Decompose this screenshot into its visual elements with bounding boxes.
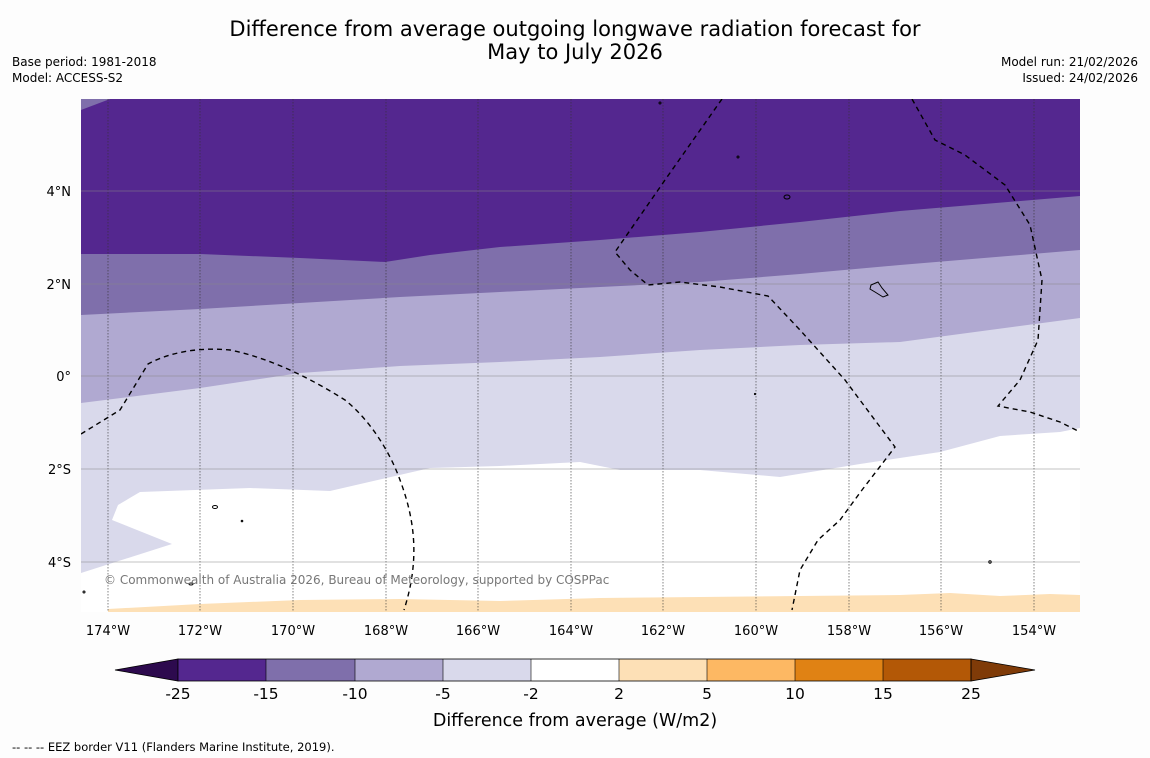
colorbar-bin — [355, 659, 443, 681]
eez-border-line-islands-east — [911, 99, 1080, 433]
lon-tick-labels: 174°W 172°W 170°W 168°W 166°W 164°W 162°… — [86, 624, 1056, 639]
colorbar-dividers — [265, 659, 884, 681]
colorbar-tick-label: 2 — [614, 685, 624, 703]
lon-tick-label: 170°W — [271, 624, 315, 639]
colorbar-tick-label: 5 — [702, 685, 712, 703]
lat-tick-label: 2°S — [48, 463, 71, 478]
eez-legend-footer: -- -- -- EEZ border V11 (Flanders Marine… — [12, 740, 335, 754]
colorbar-bin — [443, 659, 531, 681]
lon-tick-label: 172°W — [178, 624, 222, 639]
colorbar-tick-label: -10 — [342, 685, 367, 703]
lon-tick-label: 174°W — [86, 624, 130, 639]
lon-tick-label: 160°W — [734, 624, 778, 639]
band-minus25-minus15 — [81, 99, 1080, 262]
band-minus15-minus10-corner — [81, 99, 110, 110]
graticule — [107, 99, 1035, 612]
map-plot-area: © Commonwealth of Australia 2026, Bureau… — [81, 99, 1080, 612]
lat-tick-labels: 4°N 2°N 0° 2°S 4°S — [47, 185, 72, 571]
model-name: Model: ACCESS-S2 — [12, 70, 124, 85]
colorbar-tick-label: 15 — [873, 685, 893, 703]
lat-tick-label: 2°N — [47, 278, 72, 293]
colorbar-extend-high — [970, 658, 1036, 682]
colorbar-bin — [619, 659, 707, 681]
colorbar-bin — [266, 659, 355, 681]
eez-border-line-islands-west — [614, 99, 896, 611]
lon-tick-label: 168°W — [364, 624, 408, 639]
colorbar-bin — [707, 659, 795, 681]
colorbar-tick-label: -2 — [523, 685, 538, 703]
colorbar-tick-label: 10 — [785, 685, 805, 703]
colorbar: -25 -15 -10 -5 -2 2 5 10 15 25 Differenc… — [114, 658, 1036, 731]
model-run: Model run: 21/02/2026 — [1000, 55, 1138, 69]
colorbar-tick-label: -5 — [435, 685, 450, 703]
lat-tick-label: 4°N — [47, 185, 72, 200]
colorbar-bin — [178, 659, 266, 681]
lon-tick-label: 166°W — [456, 624, 500, 639]
eez-borders — [81, 99, 1080, 611]
lon-tick-label: 154°W — [1012, 624, 1056, 639]
colorbar-extend-low — [114, 658, 179, 682]
colorbar-bin — [531, 659, 619, 681]
map-title-line1: Difference from average outgoing longwav… — [229, 17, 921, 41]
lon-tick-label: 164°W — [549, 624, 593, 639]
colorbar-tick-label: 25 — [961, 685, 981, 703]
colorbar-bin — [795, 659, 883, 681]
colorbar-title: Difference from average (W/m2) — [433, 711, 717, 731]
lat-tick-label: 0° — [56, 370, 71, 385]
lat-tick-label: 4°S — [48, 556, 71, 571]
latitude-lines — [81, 190, 1080, 563]
meta-right: Model run: 21/02/2026 Issued: 24/02/2026 — [1001, 55, 1138, 86]
colorbar-outline — [177, 658, 972, 682]
copyright-credit: © Commonwealth of Australia 2026, Bureau… — [104, 573, 609, 587]
lon-tick-label: 158°W — [827, 624, 871, 639]
band-2-5 — [108, 593, 1080, 612]
colorbar-tick-label: -25 — [165, 685, 190, 703]
meta-left: Base period: 1981-2018 Model: ACCESS-S2 — [12, 55, 157, 86]
colorbar-bin — [883, 659, 971, 681]
map-title: Difference from average outgoing longwav… — [0, 18, 1150, 64]
lon-tick-label: 162°W — [641, 624, 685, 639]
issued-date: Issued: 24/02/2026 — [1022, 70, 1138, 85]
base-period: Base period: 1981-2018 — [12, 55, 157, 69]
islands — [82, 101, 992, 594]
eez-border-kiribati-phoenix — [81, 348, 415, 611]
map-title-line2: May to July 2026 — [487, 40, 663, 64]
lon-tick-label: 156°W — [919, 624, 963, 639]
colorbar-tick-label: -15 — [253, 685, 278, 703]
